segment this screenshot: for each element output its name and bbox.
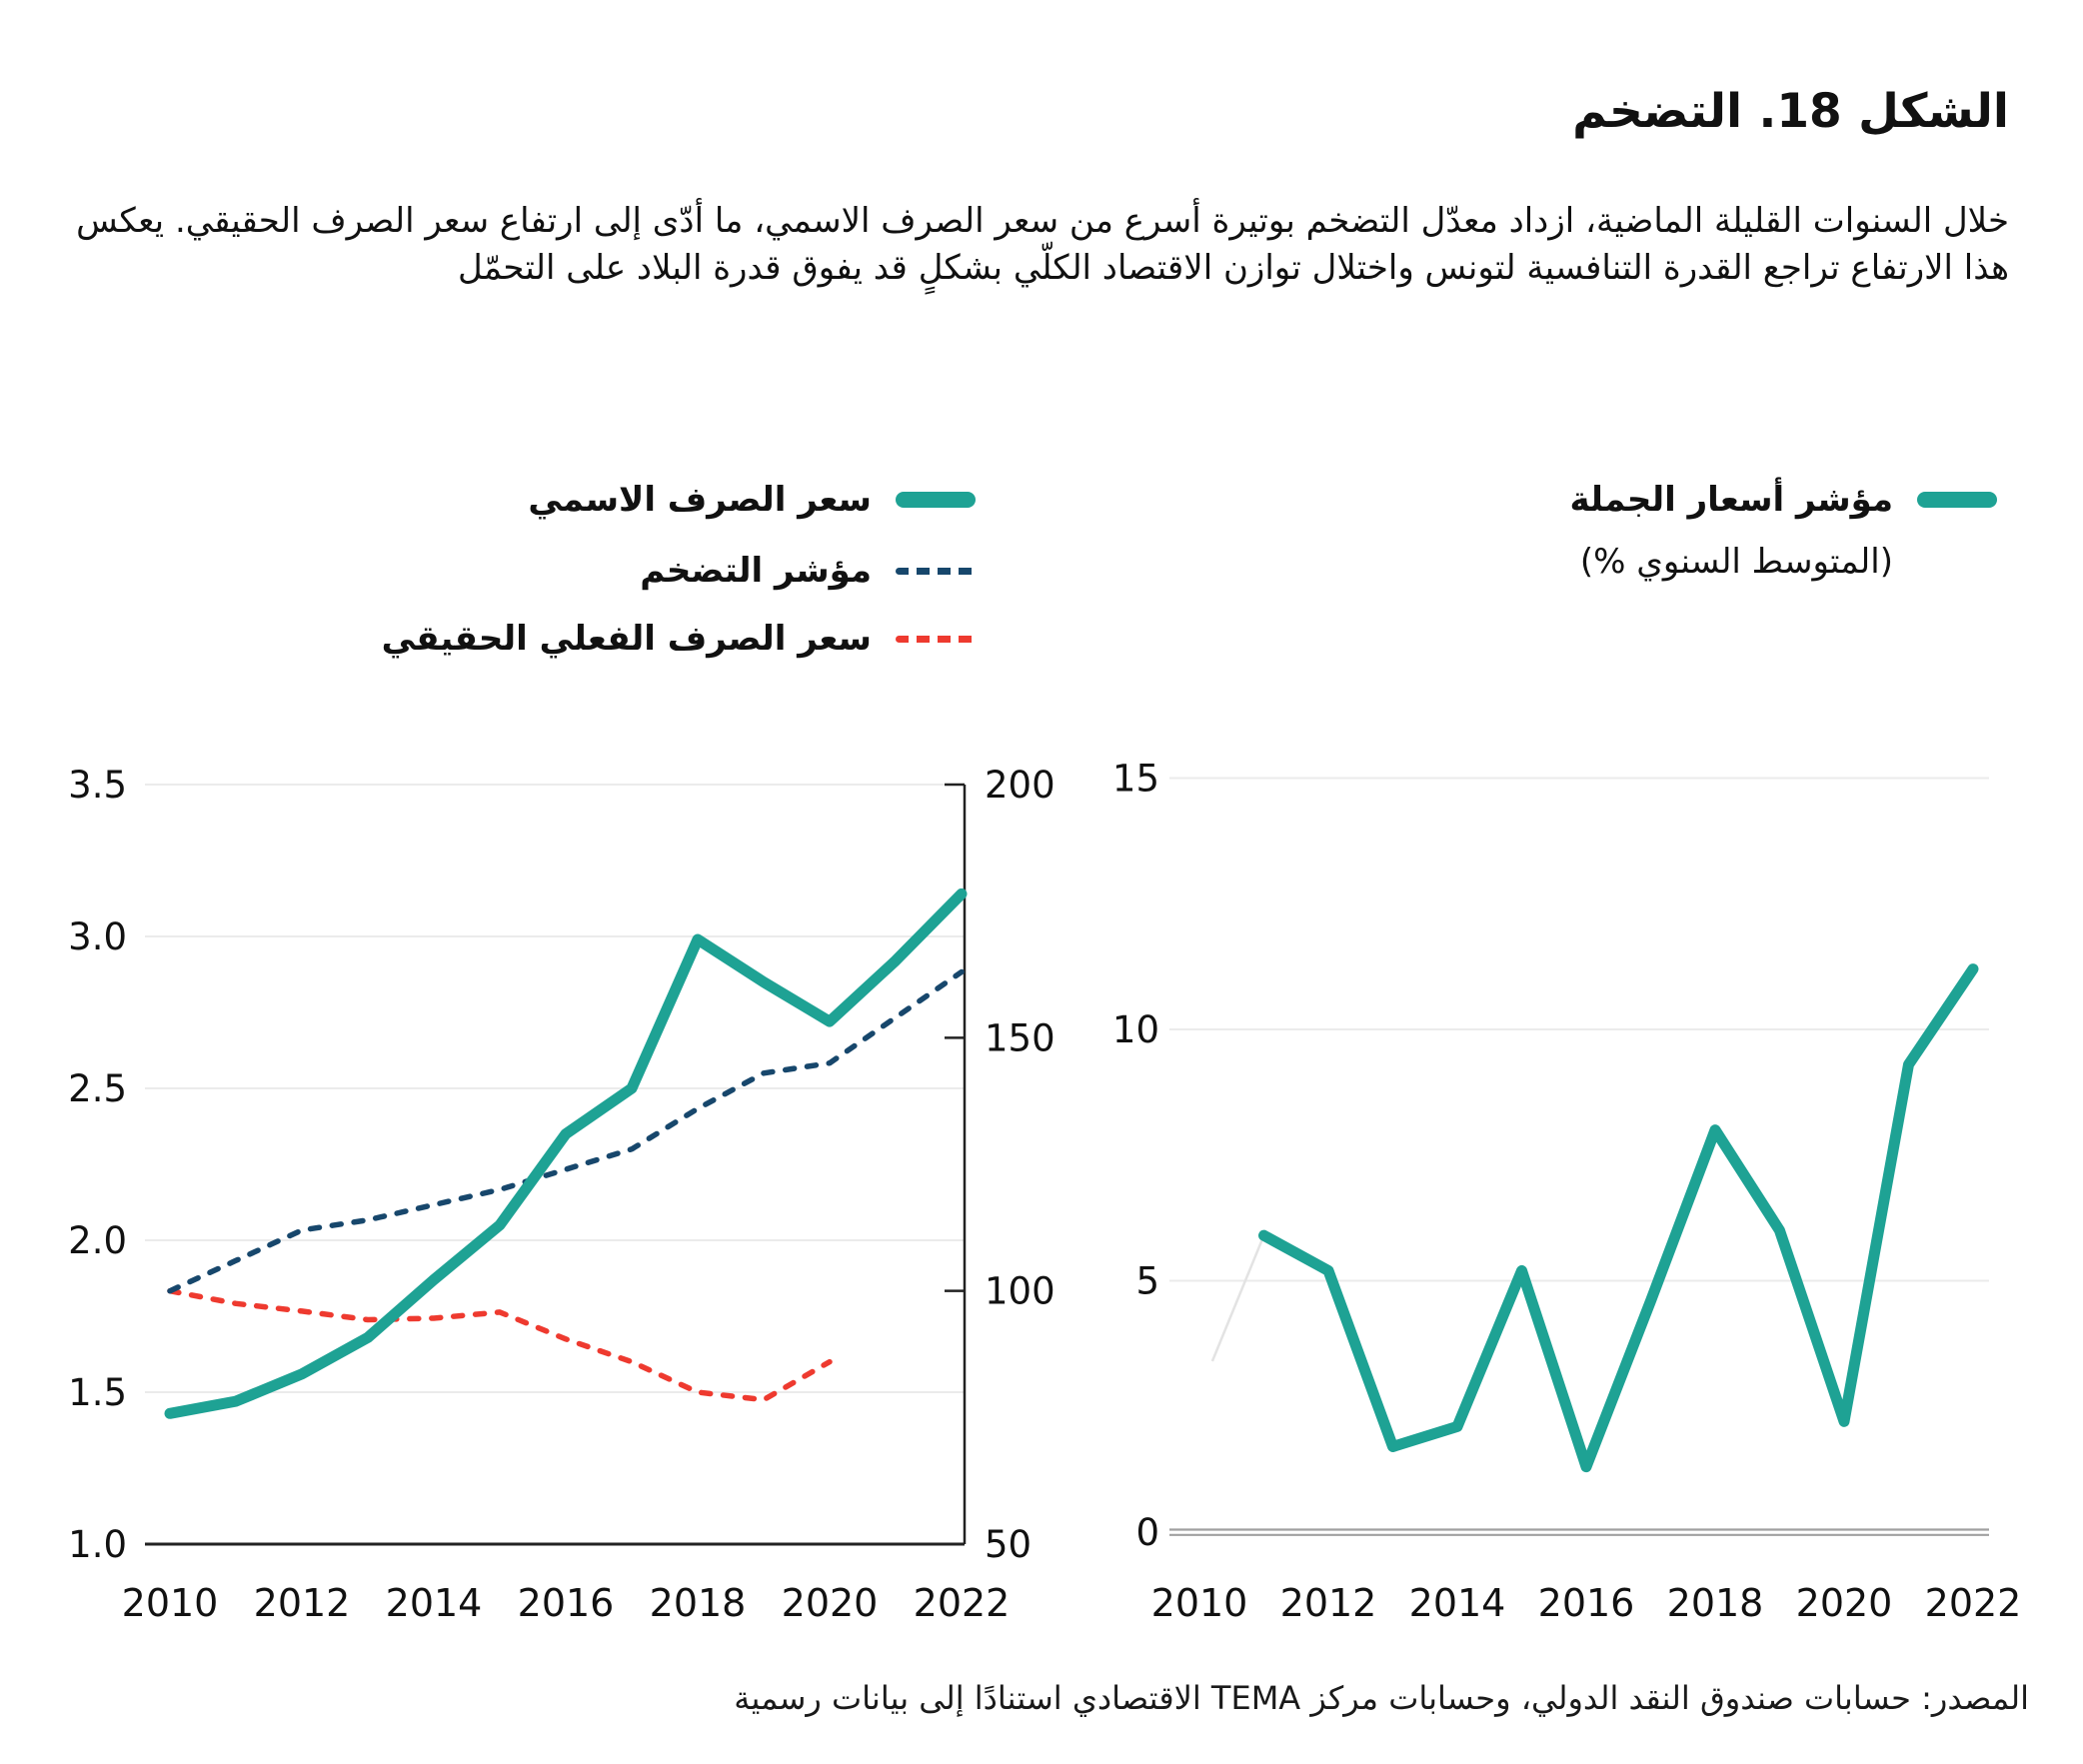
x-tick-label: 2018 bbox=[650, 1581, 747, 1625]
legend-item-real-effective-exchange-rate: سعر الصرف الفعلي الحقيقي bbox=[382, 619, 976, 659]
x-tick-label: 2014 bbox=[386, 1581, 483, 1625]
legend-label-inflation-index: مؤشر التضخم bbox=[640, 551, 872, 591]
x-tick-label: 2018 bbox=[1667, 1581, 1764, 1625]
x-tick-label: 2022 bbox=[914, 1581, 1011, 1625]
y-left-tick-label: 3.5 bbox=[68, 764, 127, 807]
wholesale-price-chart: 0 5 10 15 2010 2012 2014 2016 2018 2020 2022 bbox=[1112, 758, 2022, 1626]
x-tick-label: 2020 bbox=[1796, 1581, 1893, 1625]
legend-item-wholesale-price-index: مؤشر أسعار الجملة bbox=[1570, 480, 1997, 520]
y-tick-label: 15 bbox=[1112, 758, 1159, 801]
y-left-tick-label: 3.0 bbox=[68, 915, 127, 958]
source-note: المصدر: حسابات صندوق النقد الدولي، وحساب… bbox=[734, 1679, 2029, 1717]
y-left-tick-label: 2.0 bbox=[68, 1219, 127, 1262]
y-tick-label: 10 bbox=[1112, 1008, 1159, 1051]
x-tick-label: 2010 bbox=[122, 1581, 219, 1625]
y-left-tick-label: 1.0 bbox=[68, 1523, 127, 1566]
exchange-rate-chart: 1.0 1.5 2.0 2.5 3.0 3.5 50 100 150 200 2010 2012 201… bbox=[68, 764, 1055, 1625]
teal-solid-line-swatch-icon bbox=[896, 492, 976, 508]
legend-label-wholesale-price-index: مؤشر أسعار الجملة bbox=[1569, 480, 1893, 520]
y-tick-label: 5 bbox=[1135, 1260, 1159, 1303]
y-right-tick-label: 50 bbox=[985, 1523, 1032, 1566]
x-tick-label: 2012 bbox=[1280, 1581, 1377, 1625]
faint-lead-in-line bbox=[1210, 1234, 1265, 1362]
y-right-tick-label: 150 bbox=[985, 1016, 1055, 1059]
x-tick-label: 2016 bbox=[1538, 1581, 1635, 1625]
navy-dashed-line-swatch-icon bbox=[896, 567, 976, 575]
x-tick-label: 2016 bbox=[518, 1581, 615, 1625]
legend-item-nominal-exchange-rate: سعر الصرف الاسمي bbox=[528, 480, 976, 520]
x-tick-label: 2012 bbox=[254, 1581, 351, 1625]
wholesale-price-index-line bbox=[1258, 963, 1979, 1473]
red-dashed-line-swatch-icon bbox=[896, 635, 976, 643]
nominal-exchange-rate-line bbox=[164, 887, 968, 1419]
figure-title: الشكل 18. التضخم bbox=[1572, 84, 2009, 139]
figure-description: خلال السنوات القليلة الماضية، ازداد معدّ… bbox=[76, 201, 2009, 288]
legend-sublabel-annual-average: (المتوسط السنوي %) bbox=[1579, 542, 1893, 582]
x-tick-label: 2020 bbox=[782, 1581, 879, 1625]
real-effective-exchange-rate-line bbox=[167, 1287, 833, 1403]
y-tick-label: 0 bbox=[1135, 1511, 1159, 1554]
legend-label-nominal-exchange-rate: سعر الصرف الاسمي bbox=[528, 480, 872, 520]
y-right-tick-label: 200 bbox=[985, 764, 1055, 807]
x-tick-label: 2022 bbox=[1925, 1581, 2022, 1625]
x-tick-label: 2014 bbox=[1409, 1581, 1506, 1625]
teal-solid-line-swatch-icon bbox=[1917, 492, 1997, 508]
legend-label-real-effective-exchange-rate: سعر الصرف الفعلي الحقيقي bbox=[381, 619, 872, 659]
inflation-index-line bbox=[167, 968, 965, 1294]
y-right-tick-label: 100 bbox=[985, 1270, 1055, 1313]
x-tick-label: 2010 bbox=[1151, 1581, 1248, 1625]
legend-item-inflation-index: مؤشر التضخم bbox=[640, 551, 976, 591]
y-left-tick-label: 2.5 bbox=[68, 1067, 127, 1110]
y-left-tick-label: 1.5 bbox=[68, 1371, 127, 1414]
